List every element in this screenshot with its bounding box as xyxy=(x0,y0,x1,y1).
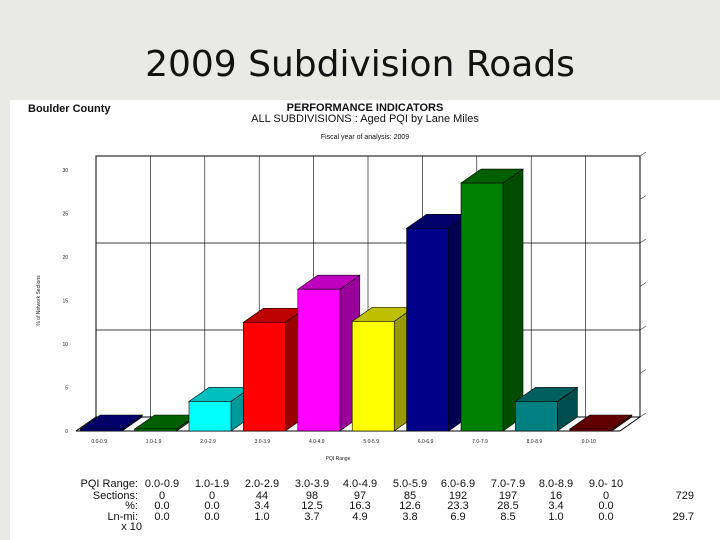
stats-row-total: 29.7 xyxy=(672,511,694,523)
stats-cell: 0.0 xyxy=(154,511,170,523)
bar-9.0-10 xyxy=(568,414,633,432)
stats-cell: 2.0-2.9 xyxy=(244,478,280,490)
stats-cell: 0.0-0.9 xyxy=(144,478,180,490)
x-tick-label: 5.0-5.9 xyxy=(363,439,379,445)
stats-cell: 1.0 xyxy=(548,511,564,523)
stats-cell: 197 xyxy=(498,490,518,502)
stats-cell: 16.3 xyxy=(349,500,371,512)
y-tick-mark xyxy=(639,325,647,331)
chart-floor-left-edge xyxy=(75,416,97,432)
stats-cell: 0.0 xyxy=(598,500,614,512)
stats-cell: 0.0 xyxy=(154,500,170,512)
stats-cell: 0.0 xyxy=(598,511,614,523)
stats-cell: 6.0-6.9 xyxy=(440,478,476,490)
stats-cell: 3.4 xyxy=(548,500,564,512)
slide-title: 2009 Subdivision Roads xyxy=(145,44,575,85)
stats-table: PQI Range: 0.0-0.9 1.0-1.9 2.0-2.9 3.0-3.9 4.… xyxy=(10,478,720,540)
bar-6.0-6.9 xyxy=(405,213,470,432)
stats-cell: 44 xyxy=(255,490,269,502)
x-tick-label: 8.0-8.9 xyxy=(527,439,543,445)
stats-cell: 3.8 xyxy=(402,511,418,523)
y-tick-label: 0 xyxy=(65,429,68,435)
y-tick-label: 30 xyxy=(62,168,68,174)
y-tick-label: 15 xyxy=(62,299,68,305)
stats-cell: 98 xyxy=(305,490,319,502)
y-tick-label: 25 xyxy=(62,212,68,218)
y-tick-label: 5 xyxy=(65,386,68,392)
y-axis-label: % of Network Sections xyxy=(36,275,42,326)
stats-cell: 8.5 xyxy=(500,511,516,523)
bar-7.0-7.9 xyxy=(460,168,524,432)
report-panel: 0 5 10 15 20 25 30 % of Network Sections 0.0-0.9… xyxy=(10,100,720,540)
stats-cell: 0 xyxy=(602,490,610,502)
stats-row-label: PQI Range: xyxy=(80,478,138,490)
pqi-bar-chart: 0 5 10 15 20 25 30 % of Network Sections 0.0-0.9… xyxy=(36,151,647,462)
stats-cell: 6.9 xyxy=(450,511,466,523)
x-tick-label: 7.0-7.9 xyxy=(472,439,488,445)
stats-cell: 0.0 xyxy=(204,500,220,512)
stats-cell: 0 xyxy=(208,490,216,502)
x-tick-label: 1.0-1.9 xyxy=(146,439,162,445)
stats-cell: 0.0 xyxy=(204,511,220,523)
stats-cell: 3.0-3.9 xyxy=(294,478,330,490)
bar-5.0-5.9 xyxy=(351,306,416,432)
stats-cell: 4.0-4.9 xyxy=(342,478,378,490)
stats-cell: 7.0-7.9 xyxy=(490,478,526,490)
stats-cell: 192 xyxy=(448,490,468,502)
stats-cell: 3.4 xyxy=(254,500,270,512)
y-tick-mark xyxy=(639,151,647,157)
x-tick-label: 3.0-3.9 xyxy=(255,439,271,445)
bar-2.0-2.9 xyxy=(188,386,252,432)
stats-row-total: 729 xyxy=(675,490,694,502)
stats-row-label: Sections: xyxy=(92,490,138,502)
stats-cell: 12.6 xyxy=(399,500,421,512)
y-tick-mark xyxy=(639,369,647,374)
x-axis-label: PQI Range xyxy=(326,456,351,462)
report-subtitle: ALL SUBDIVISIONS : Aged PQI by Lane Mile… xyxy=(251,113,479,125)
y-tick-mark xyxy=(639,412,647,418)
stats-cell: 97 xyxy=(353,490,367,502)
stats-cell: 16 xyxy=(549,490,563,502)
stats-row-label: %: xyxy=(125,500,138,512)
stats-cell: 85 xyxy=(403,490,417,502)
bar-8.0-8.9 xyxy=(514,386,579,432)
report-title: PERFORMANCE INDICATORS xyxy=(286,102,444,114)
stats-row-label: Ln-mi: xyxy=(107,511,138,523)
y-tick-mark xyxy=(639,238,647,244)
stats-cell: 3.7 xyxy=(304,511,320,523)
stats-cell: 28.5 xyxy=(497,500,519,512)
x-tick-label: 4.0-4.9 xyxy=(309,439,325,445)
x-tick-label: 2.0-2.9 xyxy=(200,439,216,445)
stats-cell: 5.0-5.9 xyxy=(392,478,428,490)
stats-cell: 12.5 xyxy=(301,500,323,512)
stats-cell: 4.9 xyxy=(352,511,368,523)
stats-cell: 8.0-8.9 xyxy=(538,478,574,490)
x-tick-label: 9.0-10 xyxy=(582,439,596,445)
y-tick-mark xyxy=(639,195,647,200)
stats-cell: 0 xyxy=(158,490,166,502)
analysis-year: Fiscal year of analysis: 2009 xyxy=(320,134,410,141)
x-tick-label: 0.0-0.9 xyxy=(91,439,107,445)
stats-cell: 1.0-1.9 xyxy=(194,478,230,490)
chart-floor-side-edge xyxy=(619,416,641,432)
stats-cell: 23.3 xyxy=(447,500,469,512)
stats-cell: 9.0- 10 xyxy=(588,478,624,490)
bar-3.0-3.9 xyxy=(242,307,307,432)
bar-0.0-0.9 xyxy=(79,414,144,432)
y-tick-label: 10 xyxy=(62,342,68,348)
organization-name: Boulder County xyxy=(28,103,111,115)
x-tick-label: 6.0-6.9 xyxy=(418,439,434,445)
y-tick-label: 20 xyxy=(62,255,68,261)
y-tick-mark xyxy=(639,282,647,287)
bar-4.0-4.9 xyxy=(296,274,361,432)
stats-cell: 1.0 xyxy=(254,511,270,523)
stats-row-label: x 10 xyxy=(121,521,142,533)
